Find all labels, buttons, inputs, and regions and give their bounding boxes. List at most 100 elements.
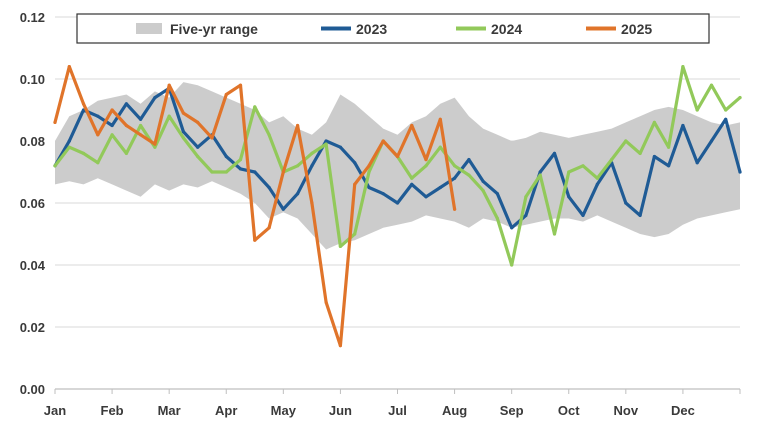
point-2023-20 xyxy=(338,145,342,149)
point-2024-19 xyxy=(324,142,328,146)
point-2023-41 xyxy=(638,213,642,217)
point-2023-44 xyxy=(681,123,685,128)
point-2024-33 xyxy=(524,195,528,199)
point-2025-11 xyxy=(210,136,214,140)
point-2023-42 xyxy=(652,154,657,159)
point-2023-46 xyxy=(709,139,714,143)
point-2023-33 xyxy=(524,213,528,217)
point-2025-21 xyxy=(353,182,357,186)
point-2023-24 xyxy=(395,201,400,205)
point-2024-45 xyxy=(695,108,699,112)
x-tick-label-jan: Jan xyxy=(44,403,66,418)
point-2025-13 xyxy=(238,83,243,87)
point-2025-7 xyxy=(153,142,157,146)
point-2023-25 xyxy=(410,182,414,186)
point-2023-18 xyxy=(310,164,314,168)
point-2023-6 xyxy=(139,117,143,121)
point-2025-4 xyxy=(110,108,114,112)
point-2024-40 xyxy=(624,139,628,143)
point-2024-4 xyxy=(110,133,114,137)
y-tick-label-0-10: 0.10 xyxy=(20,72,45,87)
point-2023-47 xyxy=(724,117,728,121)
point-2023-22 xyxy=(367,185,371,190)
axes: 0.00 0.02 0.04 0.06 0.08 0.10 0.12 Jan Feb Mar Apr… xyxy=(20,10,741,418)
point-2024-15 xyxy=(267,133,271,137)
point-2024-48 xyxy=(738,96,742,100)
point-2024-42 xyxy=(652,120,657,124)
y-tick-label-0-02: 0.02 xyxy=(20,320,45,335)
point-2024-21 xyxy=(353,232,357,236)
point-2024-3 xyxy=(96,161,100,165)
legend-label-five-yr-range: Five-yr range xyxy=(170,21,258,37)
point-2024-38 xyxy=(595,176,599,180)
legend: Five-yr range 2023 2024 2025 xyxy=(76,13,710,44)
point-2023-19 xyxy=(324,139,328,143)
point-2024-36 xyxy=(567,170,571,174)
x-tick-label-dec: Dec xyxy=(671,403,695,418)
point-2023-7 xyxy=(153,96,157,100)
point-2023-17 xyxy=(296,192,300,196)
point-2023-36 xyxy=(567,195,571,199)
point-2025-24 xyxy=(395,154,400,159)
point-2024-30 xyxy=(481,189,485,193)
point-2025-15 xyxy=(267,226,271,230)
point-2023-1 xyxy=(67,139,71,143)
x-tick-label-jul: Jul xyxy=(388,403,407,418)
point-2024-17 xyxy=(296,164,300,168)
y-tick-label-0-08: 0.08 xyxy=(20,134,45,149)
x-tick-label-feb: Feb xyxy=(101,403,124,418)
point-2023-29 xyxy=(467,158,471,162)
point-2023-10 xyxy=(196,145,200,149)
point-2024-32 xyxy=(510,263,514,267)
point-2025-14 xyxy=(253,238,257,242)
point-2024-34 xyxy=(538,173,542,177)
y-tick-label-0-00: 0.00 xyxy=(20,382,45,397)
point-2023-32 xyxy=(510,226,514,230)
x-tick-label-oct: Oct xyxy=(558,403,580,418)
point-2024-10 xyxy=(196,154,200,159)
point-2023-35 xyxy=(552,151,557,155)
point-2025-19 xyxy=(324,300,328,304)
five-yr-range-band xyxy=(55,82,740,250)
point-2023-4 xyxy=(110,123,114,128)
point-2025-12 xyxy=(224,92,228,97)
point-2023-14 xyxy=(253,170,257,174)
point-2025-18 xyxy=(310,201,314,205)
point-2023-43 xyxy=(667,164,671,168)
point-2023-27 xyxy=(438,185,442,190)
point-2025-2 xyxy=(81,102,86,106)
x-tick-label-sep: Sep xyxy=(500,403,524,418)
point-2024-39 xyxy=(610,158,614,162)
x-tick-label-jun: Jun xyxy=(329,403,352,418)
point-2024-0 xyxy=(53,164,57,168)
point-2023-30 xyxy=(481,179,485,183)
point-2025-6 xyxy=(139,133,143,137)
point-2025-22 xyxy=(367,164,371,168)
y-tick-label-0-04: 0.04 xyxy=(20,258,46,273)
point-2025-0 xyxy=(53,120,57,124)
point-2023-9 xyxy=(181,130,185,134)
point-2023-26 xyxy=(424,195,428,199)
point-2023-5 xyxy=(124,102,128,106)
point-2024-18 xyxy=(310,151,314,155)
point-2024-46 xyxy=(709,83,714,87)
legend-label-2024: 2024 xyxy=(491,21,522,37)
point-2023-13 xyxy=(238,167,243,171)
point-2023-38 xyxy=(595,182,599,186)
point-2024-20 xyxy=(338,244,342,248)
point-2025-28 xyxy=(453,207,457,211)
y-tick-label-0-06: 0.06 xyxy=(20,196,45,211)
legend-swatch-five-yr-range xyxy=(136,23,162,34)
point-2023-40 xyxy=(624,201,628,205)
point-2024-43 xyxy=(667,145,671,149)
point-2024-44 xyxy=(681,65,685,69)
point-2024-47 xyxy=(724,108,728,112)
point-2023-28 xyxy=(453,176,457,180)
point-2024-14 xyxy=(253,105,257,109)
five-yr-range-area xyxy=(55,82,740,250)
point-2024-2 xyxy=(81,151,86,155)
point-2024-7 xyxy=(153,145,157,149)
point-2024-35 xyxy=(552,232,557,236)
point-2024-1 xyxy=(67,145,71,149)
point-2023-21 xyxy=(353,161,357,165)
